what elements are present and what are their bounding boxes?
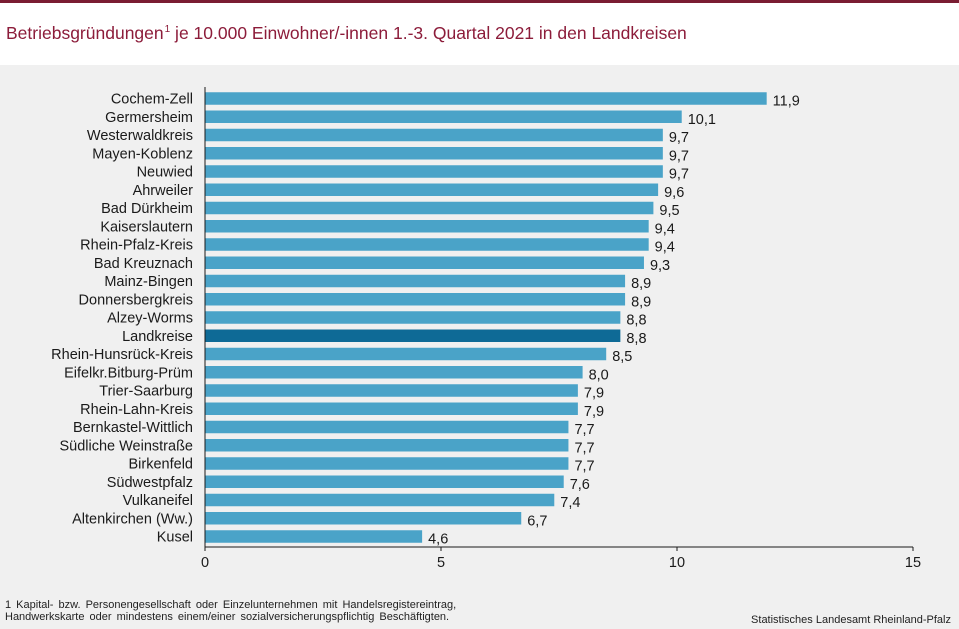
- category-label: Germersheim: [105, 110, 193, 126]
- footnote-line-2: Handwerkskarte oder mindestens einem/ein…: [5, 611, 450, 623]
- value-label: 9,7: [669, 148, 689, 164]
- bar-12: [205, 311, 621, 324]
- value-label: 7,9: [584, 404, 604, 420]
- value-label: 8,8: [626, 313, 646, 329]
- value-label: 7,6: [570, 477, 590, 493]
- bar-1: [205, 110, 682, 123]
- value-label: 4,6: [428, 532, 448, 548]
- value-label: 9,7: [669, 130, 689, 146]
- bar-19: [205, 439, 569, 452]
- value-label: 8,9: [631, 294, 651, 310]
- category-label: Ahrweiler: [133, 183, 194, 199]
- category-label: Mainz-Bingen: [104, 274, 193, 290]
- bar-14: [205, 347, 607, 361]
- category-label: Kaiserslautern: [100, 219, 193, 235]
- bar-chart: Cochem-Zell 11,9 Germersheim 10,1 Westerwald…: [51, 87, 921, 571]
- value-label: 11,9: [773, 94, 800, 110]
- value-label: 8,5: [612, 349, 632, 365]
- value-label: 6,7: [527, 513, 547, 529]
- value-label: 7,7: [574, 422, 594, 438]
- bar-18: [205, 420, 569, 434]
- category-label: Altenkirchen (Ww.): [72, 511, 193, 527]
- bar-0: [205, 92, 767, 105]
- bar-5: [205, 183, 659, 196]
- category-label: Birkenfeld: [129, 457, 193, 473]
- category-label: Trier-Saarburg: [99, 384, 193, 400]
- bar-21: [205, 475, 564, 488]
- category-label: Südliche Weinstraße: [59, 438, 193, 454]
- x-tick-label: 0: [201, 555, 209, 571]
- bar-8: [205, 238, 649, 251]
- bar-23: [205, 512, 522, 525]
- bar-10: [205, 274, 626, 288]
- value-label: 10,1: [688, 112, 716, 128]
- category-label: Cochem-Zell: [111, 92, 193, 108]
- value-label: 9,4: [655, 240, 675, 256]
- footnote-line-1: 1 Kapital- bzw. Personengesellschaft ode…: [5, 599, 457, 611]
- bar-3: [205, 147, 663, 160]
- bar-16: [205, 384, 578, 397]
- category-label: Rhein-Hunsrück-Kreis: [51, 347, 193, 363]
- chart-panel: Cochem-Zell 11,9 Germersheim 10,1 Westerwald…: [0, 65, 959, 629]
- category-label: Alzey-Worms: [107, 311, 193, 327]
- category-label: Bad Kreuznach: [94, 256, 193, 272]
- category-label: Eifelkr.Bitburg-Prüm: [64, 365, 193, 381]
- bar-15: [205, 366, 583, 379]
- category-label: Südwestpfalz: [107, 475, 193, 491]
- source-credit: Statistisches Landesamt Rheinland-Pfalz: [751, 614, 951, 626]
- bar-17: [205, 402, 578, 415]
- bar-7: [205, 220, 649, 233]
- x-tick-label: 5: [437, 555, 445, 571]
- value-label: 7,7: [574, 459, 594, 475]
- category-label: Neuwied: [137, 165, 193, 181]
- bar-9: [205, 256, 644, 269]
- bar-22: [205, 493, 555, 507]
- x-tick-label: 10: [669, 555, 685, 571]
- bar-24: [205, 530, 423, 543]
- value-label: 9,6: [664, 185, 684, 201]
- category-label: Kusel: [157, 530, 193, 546]
- value-label: 7,4: [560, 495, 580, 511]
- value-label: 9,5: [659, 203, 679, 219]
- value-label: 7,9: [584, 386, 604, 402]
- category-label: Bernkastel-Wittlich: [73, 420, 193, 436]
- bar-2: [205, 128, 663, 142]
- value-label: 8,0: [589, 367, 609, 383]
- footnote: 1 Kapital- bzw. Personengesellschaft ode…: [5, 599, 565, 623]
- category-label: Westerwaldkreis: [87, 128, 193, 144]
- category-label: Mayen-Koblenz: [92, 146, 193, 162]
- bar-4: [205, 165, 663, 178]
- category-label: Vulkaneifel: [123, 493, 193, 509]
- category-label: Rhein-Pfalz-Kreis: [80, 238, 193, 254]
- category-label: Donnersbergkreis: [79, 292, 193, 308]
- x-tick-label: 15: [905, 555, 921, 571]
- value-label: 9,7: [669, 167, 689, 183]
- category-label: Rhein-Lahn-Kreis: [80, 402, 193, 418]
- value-label: 9,4: [655, 221, 675, 237]
- top-rule: [0, 0, 959, 3]
- category-label: Bad Dürkheim: [101, 201, 193, 217]
- bar-11: [205, 293, 626, 306]
- chart-header: Betriebsgründungen1 je 10.000 Einwohner/…: [0, 3, 959, 65]
- category-label: Landkreise: [122, 329, 193, 345]
- value-label: 8,9: [631, 276, 651, 292]
- title-main: Betriebsgründungen: [6, 23, 164, 43]
- value-label: 8,8: [626, 331, 646, 347]
- bar-20: [205, 457, 569, 470]
- title-footnote-marker: 1: [164, 24, 171, 35]
- chart-title: Betriebsgründungen1 je 10.000 Einwohner/…: [6, 23, 687, 44]
- title-rest: je 10.000 Einwohner/-innen 1.-3. Quartal…: [170, 23, 687, 43]
- bar-13: [205, 329, 621, 342]
- value-label: 9,3: [650, 258, 670, 274]
- value-label: 7,7: [574, 440, 594, 456]
- bar-6: [205, 201, 654, 215]
